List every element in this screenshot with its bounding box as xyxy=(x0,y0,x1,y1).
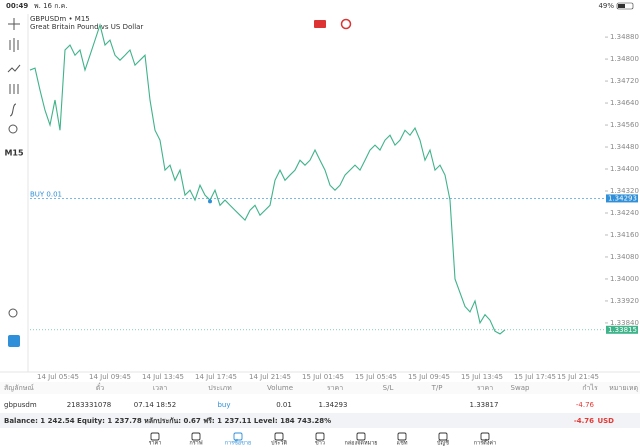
chart-type-tool[interactable] xyxy=(9,38,19,52)
order-price-box xyxy=(606,194,638,203)
y-tick-label: 1.34320 xyxy=(610,187,639,195)
nav-label[interactable]: กล่องจดหมาย xyxy=(344,441,377,447)
crosshair-tool[interactable] xyxy=(8,18,20,30)
bottom-nav: ราคา กราฟ การซื้อขาย ประวัติ ข่าว กล่องจดหมาย… xyxy=(149,432,496,447)
nav-label[interactable]: ข่าว xyxy=(315,441,325,447)
y-tick-label: 1.34400 xyxy=(610,165,639,173)
nav-icon[interactable] xyxy=(480,432,490,441)
balance-bar xyxy=(0,413,640,428)
chart-subtitle: Great Britain Pound vs US Dollar xyxy=(30,23,143,31)
column-header: ราคา xyxy=(477,384,493,392)
app-logo[interactable] xyxy=(8,335,20,347)
column-header: Swap xyxy=(511,384,530,392)
cell-price[interactable]: 1.33817 xyxy=(470,401,499,409)
column-header: เวลา xyxy=(153,384,168,392)
column-header: หมายเหตุ xyxy=(609,384,638,392)
nav-icon[interactable] xyxy=(233,432,243,441)
y-tick-label: 1.34160 xyxy=(610,231,639,239)
nav-label[interactable]: การตั้งค่า xyxy=(474,439,496,447)
y-tick-label: 1.34880 xyxy=(610,33,639,41)
order-marker xyxy=(208,199,212,204)
x-tick-label: 14 Jul 05:45 xyxy=(37,373,79,381)
balance-text: Balance: 1 242.54 Equity: 1 237.78 หลักป… xyxy=(4,417,331,425)
table-header-bg xyxy=(0,382,640,394)
cell-type[interactable]: buy xyxy=(217,401,230,409)
nav-icon[interactable] xyxy=(315,432,325,441)
column-header: ประเภท xyxy=(208,384,232,392)
balance-profit: -4.76 xyxy=(574,417,594,425)
cell-time[interactable]: 07.14 18:52 xyxy=(134,401,176,409)
balance-currency: USD xyxy=(597,417,614,425)
x-tick-label: 15 Jul 09:45 xyxy=(408,373,450,381)
left-toolbar xyxy=(7,18,21,318)
trade-button[interactable] xyxy=(340,18,352,30)
status-battery: 49% xyxy=(598,2,614,10)
cell-ticket[interactable]: 2183331078 xyxy=(67,401,112,409)
column-header: ราคา xyxy=(327,384,343,392)
function-tool[interactable] xyxy=(9,103,17,117)
x-tick-label: 15 Jul 17:45 xyxy=(514,373,556,381)
x-tick-label: 14 Jul 17:45 xyxy=(195,373,237,381)
y-tick-label: 1.34640 xyxy=(610,99,639,107)
search-tool[interactable] xyxy=(8,308,18,318)
nav-label[interactable]: กราฟ xyxy=(189,440,202,447)
timeframe[interactable]: M15 xyxy=(4,149,24,158)
x-tick-label: 14 Jul 09:45 xyxy=(89,373,131,381)
cell-volume[interactable]: 0.01 xyxy=(276,401,292,409)
nav-label[interactable]: ราคา xyxy=(149,441,162,447)
x-tick-label: 15 Jul 21:45 xyxy=(557,373,599,381)
x-tick-label: 15 Jul 01:45 xyxy=(302,373,344,381)
nav-icon[interactable] xyxy=(274,432,284,441)
column-header: Volume xyxy=(267,384,293,392)
y-tick-label: 1.33920 xyxy=(610,297,639,305)
y-tick-label: 1.34480 xyxy=(610,143,639,151)
settings-tool[interactable] xyxy=(9,84,19,94)
order-label: BUY 0.01 xyxy=(30,190,62,198)
y-tick-label: 1.34000 xyxy=(610,275,639,283)
x-tick-label: 15 Jul 05:45 xyxy=(355,373,397,381)
x-tick-label: 14 Jul 13:45 xyxy=(142,373,184,381)
x-tick-label: 14 Jul 21:45 xyxy=(249,373,291,381)
status-time: 00:49 xyxy=(6,2,28,10)
price-line-series xyxy=(29,23,506,335)
cell-profit[interactable]: -4.76 xyxy=(576,401,595,409)
y-tick-label: 1.34560 xyxy=(610,121,639,129)
price-box xyxy=(606,325,638,334)
column-header: กำไร xyxy=(582,383,598,392)
battery-level xyxy=(618,4,625,8)
y-tick-label: 1.34800 xyxy=(610,55,639,63)
nav-icon[interactable] xyxy=(356,432,366,441)
column-header: ตั๋ว xyxy=(96,383,105,392)
nav-icon[interactable] xyxy=(438,432,448,441)
nav-label[interactable]: การซื้อขาย xyxy=(225,439,251,447)
objects-tool[interactable] xyxy=(8,124,18,134)
nav-icon[interactable] xyxy=(150,432,160,441)
nav-label[interactable]: แชท xyxy=(397,440,408,447)
one-click-button[interactable] xyxy=(314,20,326,28)
cell-symbol[interactable]: gbpusdm xyxy=(4,401,37,409)
battery-icon xyxy=(616,2,634,10)
y-tick-label: 1.33840 xyxy=(610,319,639,327)
nav-icon[interactable] xyxy=(397,432,407,441)
positions-table: สัญลักษณ์ ตั๋ว เวลา ประเภท Volume ราคา S/L T/P ร… xyxy=(4,383,638,409)
x-tick-label: 15 Jul 13:45 xyxy=(461,373,503,381)
column-header: สัญลักษณ์ xyxy=(4,384,34,392)
indicator-tool[interactable] xyxy=(7,64,21,73)
y-tick-label: 1.34240 xyxy=(610,209,639,217)
nav-icon[interactable] xyxy=(191,432,201,441)
chart-plot: 1.34880 1.34800 1.34720 1.34640 1.34560 1.344… xyxy=(29,23,639,381)
chart-title: GBPUSDm • M15 xyxy=(30,15,90,23)
status-date: พ. 16 ก.ค. xyxy=(34,2,68,10)
column-header: T/P xyxy=(431,384,443,392)
column-header: S/L xyxy=(383,384,394,392)
nav-label[interactable]: บัญชี xyxy=(437,440,449,447)
y-tick-label: 1.34720 xyxy=(610,77,639,85)
order-price-label: 1.34293 xyxy=(608,194,637,202)
nav-label[interactable]: ประวัติ xyxy=(271,440,287,447)
price-label: 1.33815 xyxy=(608,326,637,334)
y-tick-label: 1.34080 xyxy=(610,253,639,261)
cell-open_price[interactable]: 1.34293 xyxy=(319,401,348,409)
